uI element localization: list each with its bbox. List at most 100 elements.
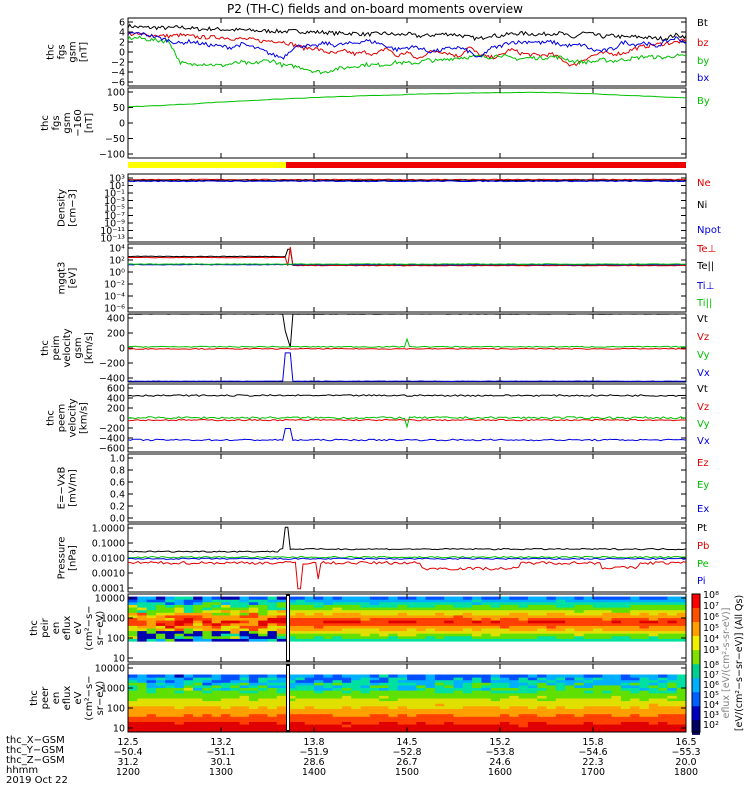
heatmap-cell (667, 705, 678, 709)
heatmap-cell (128, 630, 138, 634)
heatmap-cell (183, 596, 194, 600)
heatmap-cell (137, 695, 148, 699)
heatmap-cell (546, 625, 557, 629)
heatmap-cell (146, 721, 157, 725)
heatmap-cell (639, 729, 650, 733)
heatmap-cell (248, 708, 259, 712)
heatmap-cell (388, 604, 399, 608)
heatmap-cell (500, 703, 510, 707)
heatmap-cell (537, 620, 547, 624)
heatmap-cell (183, 687, 194, 691)
y-tick-label: 10⁴ (109, 244, 125, 255)
heatmap-cell (472, 612, 482, 616)
heatmap-cell (388, 690, 399, 694)
heatmap-cell (676, 612, 687, 616)
y-axis-label: (cm²−s− (84, 605, 95, 650)
heatmap-cell (267, 635, 278, 639)
heatmap-cell (537, 596, 547, 600)
heatmap-cell (379, 630, 389, 634)
heatmap-cell (276, 711, 287, 715)
heatmap-cell (369, 633, 380, 637)
heatmap-cell (379, 684, 389, 688)
heatmap-cell (667, 687, 678, 691)
legend-te⊥: Te⊥ (696, 244, 716, 255)
heatmap-cell (155, 599, 166, 603)
heatmap-cell (546, 724, 557, 728)
heatmap-cell (565, 628, 575, 632)
heatmap-cell (211, 700, 222, 704)
heatmap-cell (239, 692, 250, 696)
heatmap-cell (648, 599, 659, 603)
y-tick-label: 0 (119, 119, 125, 130)
heatmap-cell (630, 724, 640, 728)
heatmap-cell (434, 601, 445, 605)
heatmap-cell (583, 617, 594, 621)
heatmap-cell (574, 695, 585, 699)
heatmap-cell (388, 674, 399, 678)
heatmap-cell (583, 705, 594, 709)
heatmap-cell (407, 716, 417, 720)
heatmap-cell (183, 625, 194, 629)
heatmap-cell (434, 711, 445, 715)
heatmap-cell (128, 721, 138, 725)
heatmap-cell (221, 601, 231, 605)
heatmap-cell (602, 604, 613, 608)
heatmap-cell (304, 711, 315, 715)
legend-pe: Pe (697, 559, 709, 570)
heatmap-cell (434, 682, 445, 686)
heatmap-cell (518, 721, 529, 725)
heatmap-cell (527, 703, 538, 707)
heatmap-cell (155, 682, 166, 686)
y-tick-label: 10⁻¹³ (100, 234, 125, 245)
heatmap-cell (165, 682, 175, 686)
heatmap-cell (146, 718, 157, 722)
heatmap-cell (314, 633, 324, 637)
heatmap-cell (351, 698, 361, 702)
heatmap-cell (267, 698, 278, 702)
heatmap-cell (658, 695, 668, 699)
heatmap-cell (416, 596, 427, 600)
heatmap-cell (658, 679, 668, 683)
heatmap-cell (518, 633, 529, 637)
heatmap-cell (202, 604, 213, 608)
heatmap-cell (202, 698, 213, 702)
heatmap-cell (667, 700, 678, 704)
heatmap-cell (221, 620, 231, 624)
heatmap-cell (518, 607, 529, 611)
footer-value: 13.2 (210, 737, 231, 748)
heatmap-cell (332, 724, 343, 728)
y-axis-label: (cm²−s− (84, 675, 95, 720)
heatmap-cell (574, 630, 585, 634)
heatmap-cell (304, 682, 315, 686)
heatmap-cell (453, 724, 464, 728)
heatmap-cell (286, 679, 296, 683)
y-axis-label: −160 (73, 109, 84, 136)
heatmap-cell (137, 607, 148, 611)
heatmap-cell (425, 674, 436, 678)
heatmap-cell (611, 633, 622, 637)
heatmap-cell (630, 612, 640, 616)
y-tick-label: 10000 (95, 594, 125, 605)
heatmap-cell (565, 705, 575, 709)
heatmap-cell (128, 617, 138, 621)
heatmap-cell (546, 604, 557, 608)
heatmap-cell (267, 716, 278, 720)
heatmap-cell (239, 721, 250, 725)
heatmap-cell (397, 601, 408, 605)
heatmap-cell (267, 625, 278, 629)
heatmap-cell (128, 690, 138, 694)
heatmap-cell (490, 601, 501, 605)
heatmap-cell (648, 682, 659, 686)
heatmap-cell (472, 601, 482, 605)
heatmap-cell (155, 703, 166, 707)
heatmap-cell (388, 638, 399, 642)
heatmap-cell (341, 705, 352, 709)
heatmap-cell (518, 729, 529, 733)
heatmap-cell (332, 622, 343, 626)
heatmap-cell (472, 622, 482, 626)
heatmap-cell (639, 638, 650, 642)
heatmap-cell (295, 635, 306, 639)
heatmap-cell (648, 601, 659, 605)
heatmap-cell (602, 703, 613, 707)
colorbar-cell (692, 629, 700, 632)
